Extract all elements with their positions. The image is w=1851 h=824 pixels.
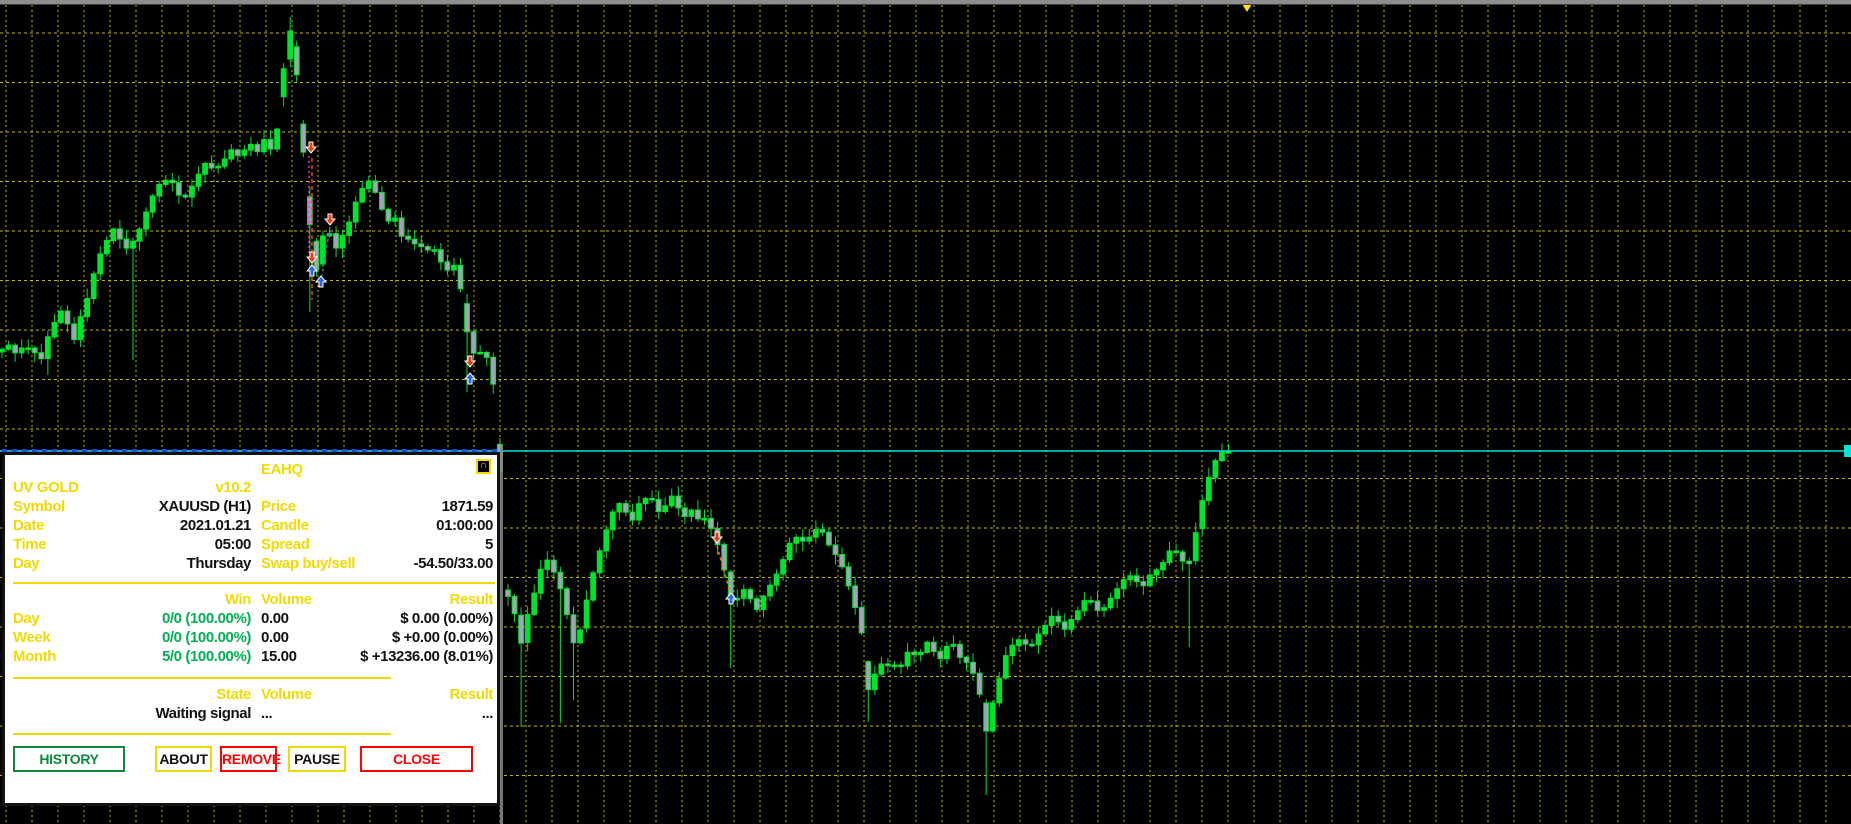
sell-arrow-icon [710, 531, 724, 544]
pause-button[interactable]: PAUSE [288, 746, 346, 772]
panel-edge-shadow [500, 446, 503, 824]
ea-name: UV GOLD [13, 479, 79, 496]
info-label: Spread [261, 536, 310, 553]
info-row-symbol: Symbol XAUUSD (H1) Price 1871.59 [5, 498, 497, 517]
divider [13, 677, 391, 679]
state-result-value: ... [481, 705, 494, 722]
info-row-day: Day Thursday Swap buy/sell -54.50/33.00 [5, 555, 497, 574]
stats-win: 0/0 (100.00%) [161, 610, 251, 627]
info-label: Symbol [13, 498, 65, 515]
sell-arrow-icon [304, 141, 318, 154]
state-volume-value: ... [261, 705, 273, 722]
divider [13, 582, 495, 584]
price-tag-edge [1844, 445, 1851, 457]
buy-arrow-icon [463, 372, 477, 385]
info-row-time: Time 05:00 Spread 5 [5, 536, 497, 555]
state-row: Waiting signal ... ... [5, 705, 497, 724]
collapse-panel-icon[interactable]: ∩ [476, 459, 491, 474]
buy-arrow-icon [305, 264, 319, 277]
col-header-state: State [216, 686, 251, 703]
col-header-result: Result [449, 686, 494, 703]
info-label: Time [13, 536, 47, 553]
info-value: 2021.01.21 [179, 517, 251, 534]
state-header-row: State Volume Result [5, 686, 497, 705]
info-label: Price [261, 498, 296, 515]
brand-label: EAHQ [261, 461, 303, 478]
stats-volume: 0.00 [261, 629, 289, 646]
ea-version: v10.2 [215, 479, 251, 496]
stats-row-day: Day 0/0 (100.00%) 0.00 $ 0.00 (0.00%) [5, 610, 497, 629]
info-value: 1871.59 [441, 498, 494, 515]
info-label: Date [13, 517, 44, 534]
stats-result: $ +13236.00 (8.01%) [360, 648, 493, 665]
stats-result: $ 0.00 (0.00%) [400, 610, 493, 627]
info-row-date: Date 2021.01.21 Candle 01:00:00 [5, 517, 497, 536]
history-button[interactable]: HISTORY [13, 746, 125, 772]
buy-arrow-icon [314, 275, 328, 288]
buy-arrow-icon [724, 592, 738, 605]
remove-button[interactable]: REMOVE [220, 746, 281, 772]
info-value: -54.50/33.00 [413, 555, 494, 572]
close-button[interactable]: CLOSE [360, 746, 473, 772]
stats-win: 5/0 (100.00%) [161, 648, 251, 665]
about-button[interactable]: ABOUT [155, 746, 212, 772]
info-value: 01:00:00 [436, 517, 493, 534]
state-value: Waiting signal [155, 705, 251, 722]
stats-period: Week [13, 629, 51, 646]
stats-volume: 15.00 [261, 648, 297, 665]
stats-volume: 0.00 [261, 610, 289, 627]
info-value: XAUUSD (H1) [158, 498, 252, 515]
sell-arrow-icon [323, 213, 337, 226]
stats-win: 0/0 (100.00%) [161, 629, 251, 646]
stats-period: Day [13, 610, 40, 627]
sell-arrow-icon [305, 251, 319, 264]
info-label: Candle [261, 517, 309, 534]
info-value: 05:00 [214, 536, 252, 553]
ea-info-panel: EAHQ ∩ UV GOLD v10.2 Symbol XAUUSD (H1) … [2, 449, 500, 806]
col-header-result: Result [449, 591, 494, 608]
stats-header-row: Win Volume Result [5, 591, 497, 610]
sell-arrow-icon [463, 355, 477, 368]
info-value: 5 [485, 536, 493, 553]
info-value: Thursday [186, 555, 252, 572]
stats-result: $ +0.00 (0.00%) [391, 629, 494, 646]
window-top-edge [0, 0, 1851, 5]
divider [13, 733, 391, 735]
info-label: Day [13, 555, 40, 572]
panel-brand-row: EAHQ [5, 461, 497, 480]
col-header-volume: Volume [261, 686, 312, 703]
col-header-win: Win [224, 591, 252, 608]
stats-row-week: Week 0/0 (100.00%) 0.00 $ +0.00 (0.00%) [5, 629, 497, 648]
stats-period: Month [13, 648, 56, 665]
info-label: Swap buy/sell [261, 555, 355, 572]
col-header-volume: Volume [261, 591, 312, 608]
panel-title-row: UV GOLD v10.2 [5, 479, 497, 498]
scroll-position-marker-icon [1242, 4, 1252, 12]
stats-row-month: Month 5/0 (100.00%) 15.00 $ +13236.00 (8… [5, 648, 497, 667]
